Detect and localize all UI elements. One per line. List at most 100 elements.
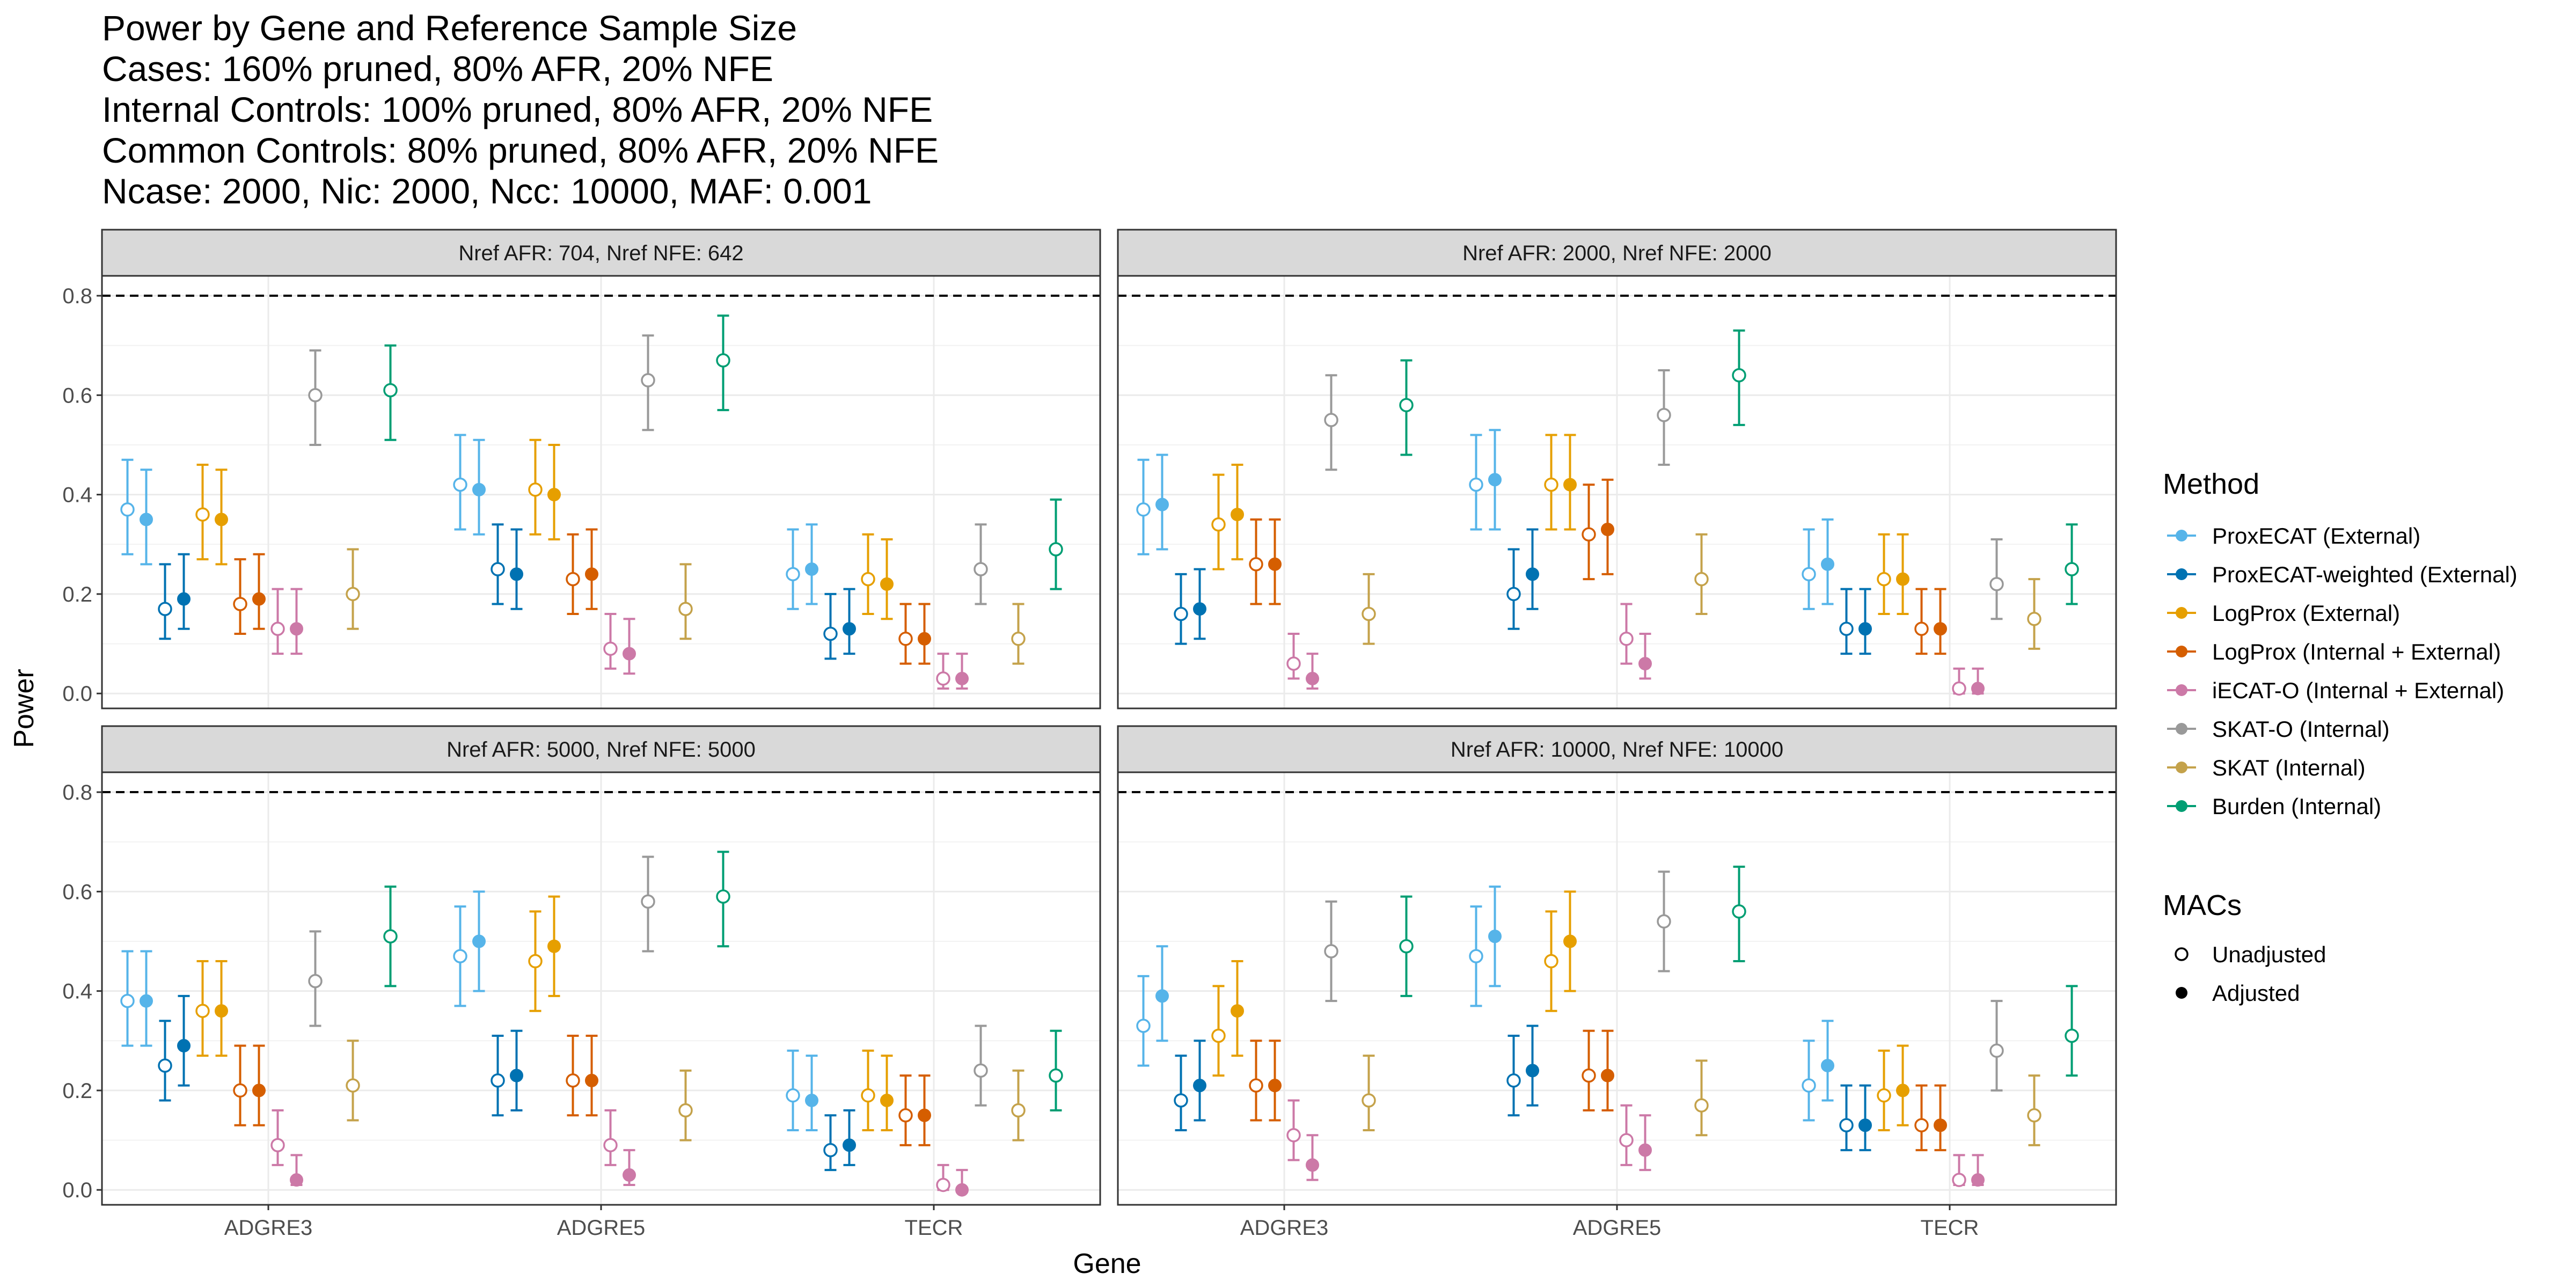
data-point xyxy=(823,1114,838,1172)
data-point xyxy=(1638,1114,1652,1172)
point-unadjusted xyxy=(678,602,693,616)
data-point xyxy=(308,349,323,446)
data-point xyxy=(1306,1134,1319,1181)
point-unadjusted xyxy=(1324,413,1338,427)
point-unadjusted xyxy=(2065,1028,2079,1043)
data-point xyxy=(1211,985,1226,1077)
point-adjusted xyxy=(1934,1118,1947,1132)
point-adjusted xyxy=(140,513,153,526)
data-point xyxy=(898,603,913,665)
data-point xyxy=(383,885,398,987)
point-unadjusted xyxy=(491,1073,505,1088)
data-point xyxy=(918,1074,931,1146)
legend-label: SKAT (Internal) xyxy=(2212,755,2366,780)
facet-strip xyxy=(101,229,1101,277)
point-unadjusted xyxy=(158,602,172,616)
point-unadjusted xyxy=(823,626,838,641)
point-adjusted xyxy=(472,934,486,948)
point-unadjusted xyxy=(678,1103,693,1118)
point-unadjusted xyxy=(1286,1128,1301,1143)
data-point xyxy=(177,994,191,1087)
point-unadjusted xyxy=(1136,502,1151,517)
y-tick-label: 0.0 xyxy=(62,1179,92,1202)
point-unadjusted xyxy=(603,1138,618,1153)
y-tick-label: 0.8 xyxy=(62,284,92,308)
data-point xyxy=(120,950,135,1047)
point-unadjusted xyxy=(1732,368,1746,383)
point-adjusted xyxy=(585,567,598,581)
point-adjusted xyxy=(805,1093,818,1107)
facet-strip-label: Nref AFR: 5000, Nref NFE: 5000 xyxy=(447,738,756,762)
data-point xyxy=(1324,900,1338,1002)
point-unadjusted xyxy=(1732,904,1746,919)
point-unadjusted xyxy=(270,621,285,636)
legend-item: iECAT-O (Internal + External) xyxy=(2167,678,2504,703)
data-point xyxy=(805,523,818,605)
data-point xyxy=(1399,895,1414,997)
legend-item: LogProx (Internal + External) xyxy=(2167,639,2501,664)
data-point xyxy=(195,464,210,561)
data-point xyxy=(1399,359,1414,456)
point-adjusted xyxy=(472,482,486,496)
point-adjusted xyxy=(177,592,191,606)
point-unadjusted xyxy=(1582,1068,1596,1083)
point-unadjusted xyxy=(1362,606,1376,621)
point-unadjusted xyxy=(1839,621,1854,636)
data-point xyxy=(1544,910,1558,1012)
point-unadjusted xyxy=(716,353,730,368)
point-adjusted xyxy=(177,1039,191,1053)
data-point xyxy=(346,548,360,630)
data-point xyxy=(1286,633,1301,680)
data-point xyxy=(823,592,838,660)
data-point xyxy=(641,855,655,953)
point-unadjusted xyxy=(566,572,580,587)
y-tick-label: 0.2 xyxy=(62,1079,92,1103)
point-unadjusted xyxy=(195,1004,210,1018)
point-unadjusted xyxy=(1694,1098,1709,1113)
data-point xyxy=(1802,1040,1816,1122)
panels: Nref AFR: 704, Nref NFE: 642 0.0 0.2 0.4 0.6… xyxy=(62,229,2117,1240)
point-unadjusted xyxy=(1952,1173,1966,1187)
legend-label: LogProx (Internal + External) xyxy=(2212,639,2501,664)
point-adjusted xyxy=(1934,622,1947,636)
legend-item: ProxECAT (External) xyxy=(2167,523,2420,548)
point-unadjusted xyxy=(1952,681,1966,696)
panel: Nref AFR: 10000, Nref NFE: 10000 ADGRE3 AD… xyxy=(1117,725,2117,1240)
data-point xyxy=(491,523,505,605)
point-unadjusted xyxy=(528,954,543,969)
point-unadjusted xyxy=(195,507,210,522)
point-unadjusted xyxy=(1839,1118,1854,1133)
data-point xyxy=(1694,1059,1709,1137)
data-point xyxy=(566,1035,580,1117)
data-point xyxy=(603,1109,618,1166)
point-unadjusted xyxy=(1174,1093,1188,1108)
point-unadjusted xyxy=(1399,939,1414,954)
point-unadjusted xyxy=(383,929,398,943)
point-unadjusted xyxy=(1286,656,1301,671)
data-point xyxy=(1896,1044,1909,1126)
data-point xyxy=(1049,498,1063,590)
data-point xyxy=(641,334,655,431)
point-adjusted xyxy=(140,994,153,1008)
point-unadjusted xyxy=(1211,1028,1226,1043)
data-point xyxy=(843,588,856,655)
point-unadjusted xyxy=(898,1108,913,1123)
data-point xyxy=(1601,478,1614,575)
data-point xyxy=(974,1024,988,1107)
point-unadjusted xyxy=(1989,1043,2004,1058)
point-adjusted xyxy=(1563,478,1577,492)
point-unadjusted xyxy=(383,383,398,398)
data-point xyxy=(2027,578,2041,650)
data-point xyxy=(1563,890,1577,992)
data-point xyxy=(1821,1020,1834,1102)
data-point xyxy=(1877,533,1891,615)
point-adjusted xyxy=(1971,1173,1985,1187)
point-unadjusted xyxy=(1249,1078,1263,1093)
data-point xyxy=(1619,1104,1634,1166)
data-point xyxy=(1174,573,1188,645)
data-point xyxy=(898,1074,913,1146)
data-point xyxy=(1914,1084,1929,1152)
data-point xyxy=(1011,603,1026,665)
point-unadjusted xyxy=(1506,1073,1521,1088)
